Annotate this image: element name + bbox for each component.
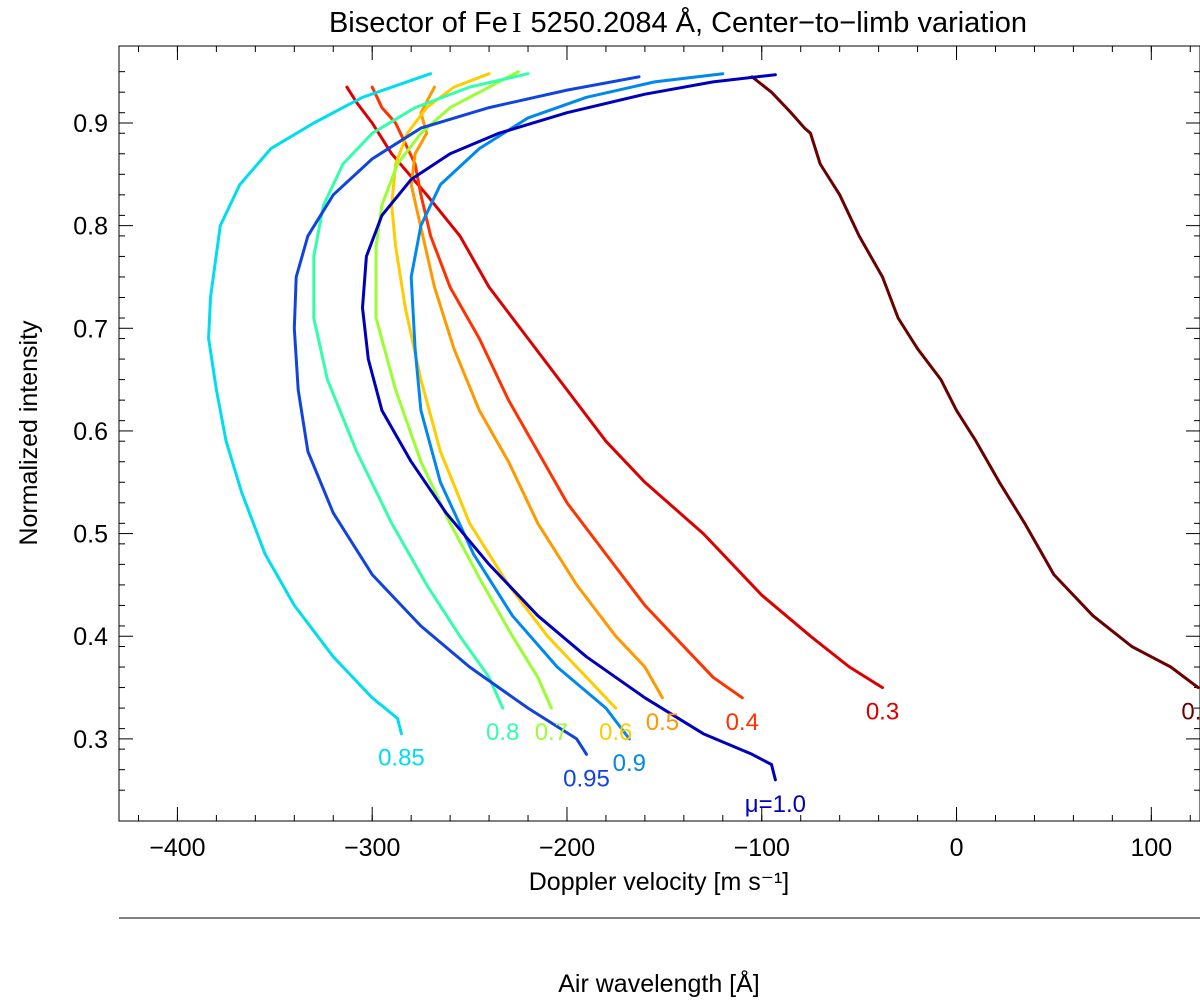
x-tick-label: −200 bbox=[539, 834, 595, 862]
series-line-mu-0.8 bbox=[312, 72, 530, 710]
y-tick-label: 0.3 bbox=[73, 726, 108, 754]
series-label-mu-0.5: 0.5 bbox=[646, 709, 679, 736]
x-tick-label: −400 bbox=[149, 834, 205, 862]
x-tick-label: −300 bbox=[344, 834, 400, 862]
plot-frame bbox=[118, 45, 1200, 822]
series-label-mu-0.9: 0.9 bbox=[613, 750, 646, 777]
series-line-mu-0.4 bbox=[370, 85, 744, 700]
series-line-mu-0.2 bbox=[750, 75, 1200, 690]
series-line-mu-0.85 bbox=[207, 72, 433, 736]
chart-title: Bisector of Fe I 5250.2084 Å, Center−to−li… bbox=[329, 6, 1027, 39]
series-line-mu-0.95 bbox=[292, 75, 641, 756]
series-label-mu-0.6: 0.6 bbox=[599, 719, 632, 746]
series-line-mu-0.7 bbox=[374, 70, 553, 710]
wavelength-axis-title: Air wavelength [Å] bbox=[558, 968, 760, 998]
series-line-mu-1.0 bbox=[361, 73, 777, 782]
y-axis-title: Normalized intensity bbox=[15, 320, 43, 546]
series-line-mu-0.9 bbox=[409, 72, 725, 741]
y-axis: 0.3 0.4 0.5 0.6 0.7 0.8 0.9 bbox=[73, 71, 1200, 791]
series-label-mu-0.8: 0.8 bbox=[486, 719, 519, 746]
y-tick-label: 0.9 bbox=[73, 110, 108, 138]
series-group bbox=[207, 70, 1200, 782]
series-label-mu-0.3: 0.3 bbox=[866, 699, 899, 726]
series-label-mu-0.4: 0.4 bbox=[726, 709, 759, 736]
y-tick-label: 0.5 bbox=[73, 521, 108, 549]
series-label-mu-0.2: 0.2 bbox=[1181, 699, 1200, 726]
series-line-mu-0.5 bbox=[409, 85, 664, 700]
series-label-mu-1.0: μ=1.0 bbox=[745, 791, 806, 818]
series-label-mu-0.95: 0.95 bbox=[563, 765, 610, 792]
x-tick-label: 0 bbox=[950, 834, 964, 862]
series-label-mu-0.7: 0.7 bbox=[535, 719, 568, 746]
x-axis: −400 −300 −200 −100 0 100 bbox=[137, 46, 1191, 862]
series-label-mu-0.85: 0.85 bbox=[378, 745, 425, 772]
x-tick-label: −100 bbox=[734, 834, 790, 862]
x-axis-title: Doppler velocity [m s⁻¹] bbox=[529, 868, 790, 896]
x-tick-label: 100 bbox=[1130, 834, 1172, 862]
y-tick-label: 0.4 bbox=[73, 623, 108, 651]
series-labels: 0.2 0.3 0.4 0.5 0.6 0.7 0.8 0.85 0.90.95 μ=1.0 bbox=[378, 699, 1200, 818]
y-tick-label: 0.6 bbox=[73, 418, 108, 446]
series-line-mu-0.3 bbox=[345, 85, 884, 690]
y-tick-label: 0.7 bbox=[73, 315, 108, 343]
y-tick-label: 0.8 bbox=[73, 213, 108, 241]
series-line-mu-0.6 bbox=[390, 72, 618, 710]
